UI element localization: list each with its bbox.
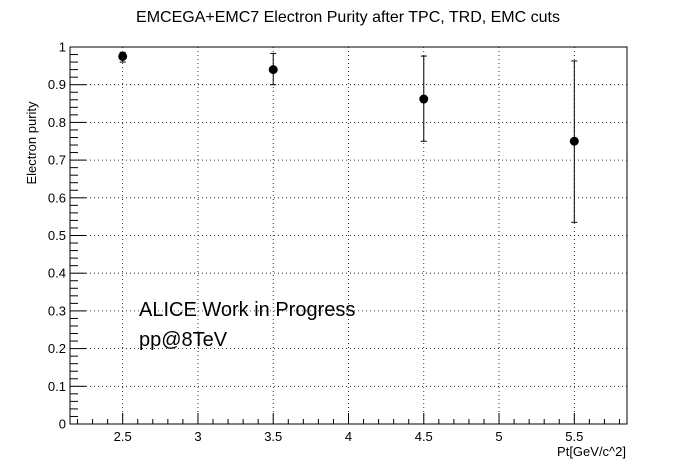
y-tick-label: 0.6 [48,190,66,205]
data-point [118,51,128,61]
x-tick-label: 4 [345,429,352,444]
x-tick-label: 5 [495,429,502,444]
y-tick-label: 0.5 [48,228,66,243]
data-layer [118,51,579,223]
grid-layer [70,46,627,425]
y-tick-label: 0.9 [48,77,66,92]
x-tick-label: 4.5 [415,429,433,444]
y-tick-label: 0.4 [48,266,66,281]
y-tick-label: 0.1 [48,379,66,394]
y-tick-label: 0.8 [48,115,66,130]
y-tick-label: 0.7 [48,153,66,168]
ticks-layer: 2.5 3 3.5 4 4.5 5 5.5 0 0.1 0.2 0.3 0.4 0.5 0.6 0.7 0.8… [48,40,620,444]
annotation-alice: ALICE Work in Progress [139,299,355,321]
x-tick-label: 2.5 [114,429,132,444]
data-point [268,65,278,75]
y-axis-label: Electron purity [24,101,39,185]
x-axis-label: Pt[GeV/c^2] [557,444,626,459]
x-tick-label: 5.5 [565,429,583,444]
y-tick-label: 0.2 [48,341,66,356]
x-tick-label: 3 [194,429,201,444]
y-tick-label: 0 [59,417,66,432]
x-tick-label: 3.5 [264,429,282,444]
data-point [419,94,429,104]
y-tick-label: 0.3 [48,303,66,318]
chart-title: EMCEGA+EMC7 Electron Purity after TPC, T… [136,9,560,26]
y-tick-label: 1 [59,40,66,55]
annotation-energy: pp@8TeV [139,329,228,351]
data-point [569,136,579,146]
